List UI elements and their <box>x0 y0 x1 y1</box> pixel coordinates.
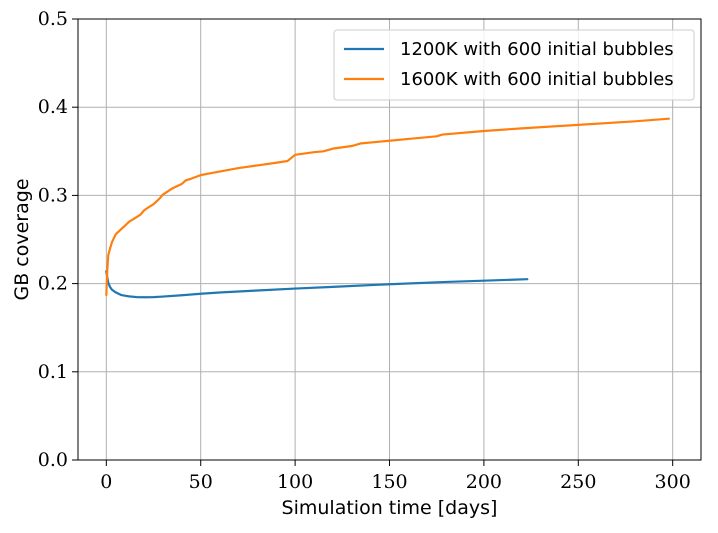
y-tick-label: 0.2 <box>38 273 68 295</box>
x-tick-label: 50 <box>189 471 213 493</box>
legend: 1200K with 600 initial bubbles 1600K wit… <box>333 29 695 101</box>
x-tick-label: 200 <box>466 471 502 493</box>
y-tick-label: 0.0 <box>38 449 68 471</box>
x-tick-label: 0 <box>100 471 112 493</box>
y-tick-label: 0.3 <box>38 184 68 206</box>
x-tick-label: 100 <box>277 471 313 493</box>
series-line-1600k <box>105 117 671 297</box>
legend-label-1600k: 1600K with 600 initial bubbles <box>400 69 674 90</box>
y-axis-label: GB coverage <box>11 178 33 300</box>
legend-label-1200k: 1200K with 600 initial bubbles <box>400 39 674 60</box>
series-layer <box>105 117 671 299</box>
legend-box <box>333 29 695 101</box>
y-tick-label: 0.1 <box>38 361 68 383</box>
x-tick-label: 300 <box>655 471 691 493</box>
y-tick-label: 0.4 <box>38 96 68 118</box>
y-tick-label: 0.5 <box>38 8 68 30</box>
x-axis-label: Simulation time [days] <box>282 497 498 519</box>
x-tick-label: 250 <box>560 471 596 493</box>
series-line-1200k <box>105 270 529 299</box>
ticks: 0 50 100 150 200 250 300 0.0 0.1 0.2 0.3 0.4 0.5 <box>38 8 691 493</box>
x-tick-label: 150 <box>371 471 407 493</box>
